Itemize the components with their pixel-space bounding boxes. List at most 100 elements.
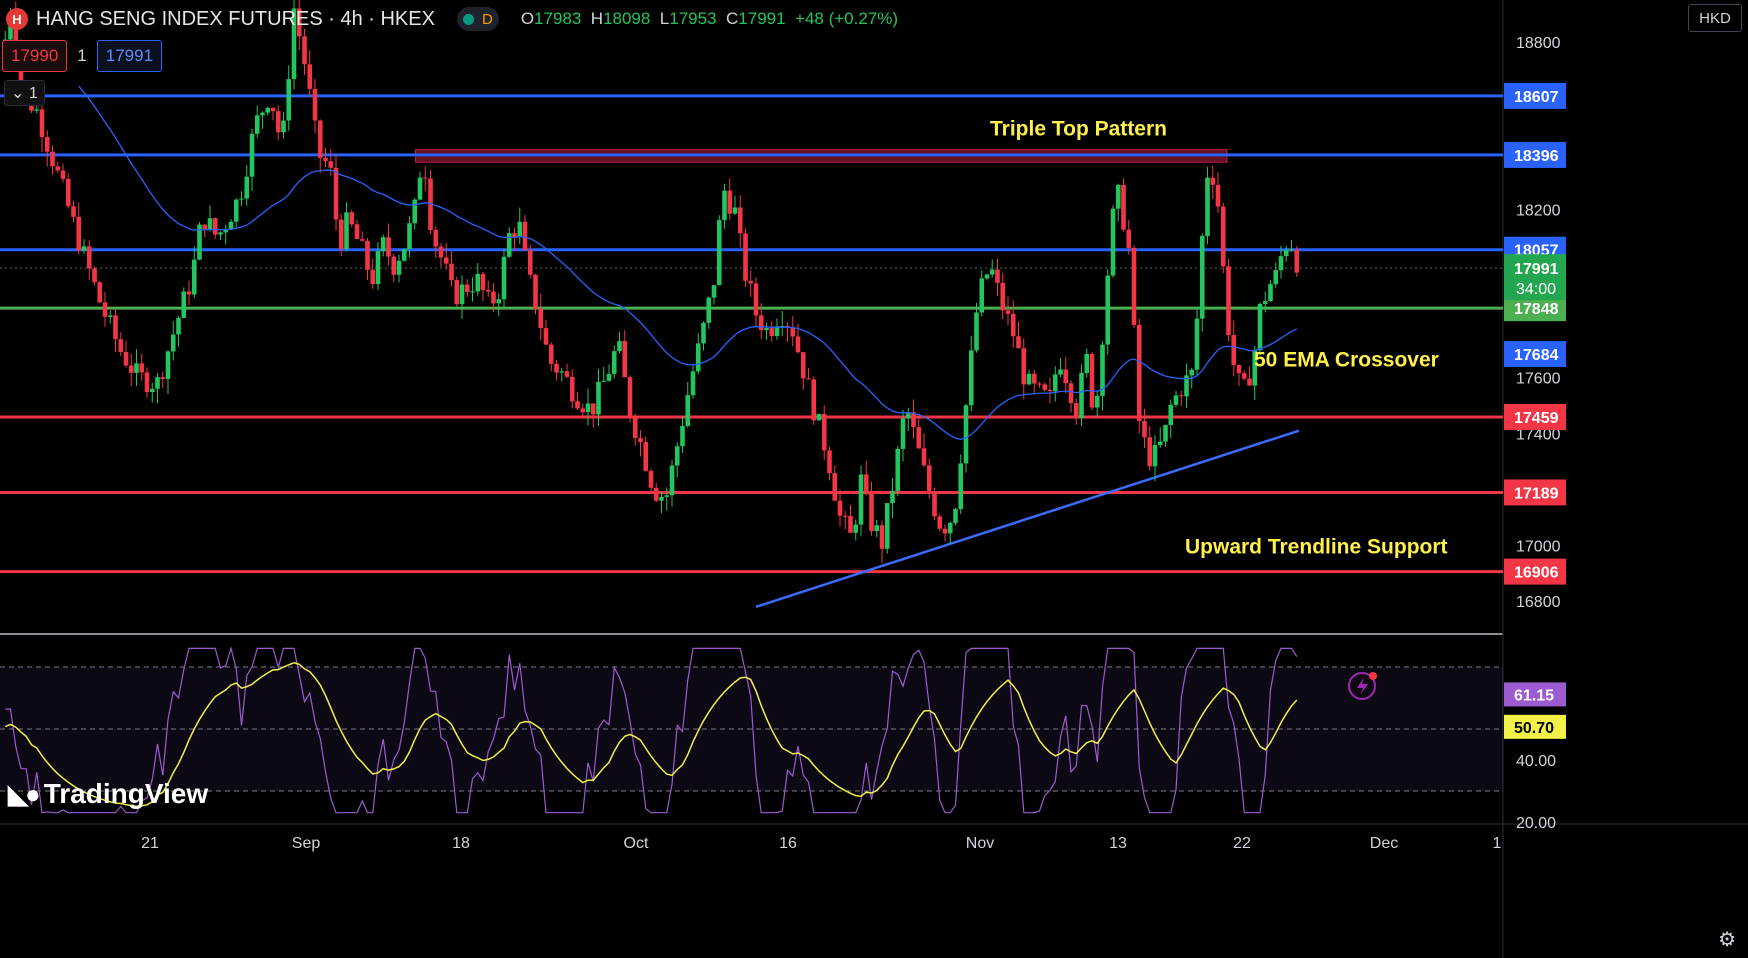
candle-body bbox=[1184, 375, 1189, 397]
time-label-16: 16 bbox=[779, 835, 797, 852]
candle-body bbox=[139, 363, 145, 373]
candle-body bbox=[758, 315, 764, 331]
candle-body bbox=[559, 371, 565, 373]
candle-body bbox=[391, 256, 397, 275]
candle-body bbox=[417, 177, 423, 200]
candle-body bbox=[328, 161, 334, 168]
candle-body bbox=[1205, 177, 1210, 237]
candle-body bbox=[926, 465, 932, 493]
price-tag-16906: 16906 bbox=[1514, 565, 1559, 582]
candle-body bbox=[554, 363, 559, 373]
candle-body bbox=[34, 109, 40, 111]
candle-body bbox=[370, 269, 376, 285]
candle-body bbox=[281, 120, 286, 133]
candle-body bbox=[270, 107, 276, 112]
rsi-value-tag: 61.15 bbox=[1514, 687, 1554, 704]
last-price-tag: 17991 bbox=[1514, 261, 1559, 278]
price-tag-18607: 18607 bbox=[1514, 89, 1559, 106]
time-label-Oct: Oct bbox=[624, 835, 649, 852]
candle-body bbox=[449, 263, 454, 281]
candle-body bbox=[1010, 313, 1016, 337]
candle-body bbox=[622, 341, 628, 378]
time-label-21: 21 bbox=[141, 835, 159, 852]
settings-gear-icon[interactable]: ⚙ bbox=[1718, 929, 1736, 951]
candlesticks bbox=[2, 0, 1300, 564]
candle-body bbox=[1163, 424, 1168, 442]
sell-button[interactable]: 17990 bbox=[2, 40, 68, 72]
candle-body bbox=[176, 317, 181, 335]
candle-body bbox=[800, 352, 806, 379]
candle-body bbox=[254, 115, 260, 134]
annotation-2: Upward Trendline Support bbox=[1185, 536, 1448, 559]
candle-body bbox=[517, 221, 523, 237]
candle-body bbox=[338, 219, 344, 249]
candle-body bbox=[895, 448, 901, 491]
candle-body bbox=[538, 308, 544, 329]
buy-button[interactable]: 17991 bbox=[96, 40, 163, 72]
symbol-logo-icon[interactable]: H bbox=[6, 8, 28, 30]
price-tag-17459: 17459 bbox=[1514, 410, 1559, 427]
time-label-13: 13 bbox=[1109, 835, 1127, 852]
last-price-tag-bg bbox=[1504, 254, 1566, 301]
candle-body bbox=[596, 381, 601, 415]
candle-body bbox=[244, 176, 250, 199]
price-change: +48 (+0.27%) bbox=[795, 9, 899, 28]
candle-body bbox=[1194, 318, 1200, 370]
candle-body bbox=[1231, 334, 1237, 365]
price-tag-17189: 17189 bbox=[1514, 485, 1559, 502]
rsi-ma-value-tag: 50.70 bbox=[1514, 720, 1554, 737]
candle-body bbox=[501, 256, 507, 300]
candle-body bbox=[1031, 373, 1037, 384]
candle-body bbox=[706, 297, 712, 323]
price-tick-16800: 16800 bbox=[1516, 594, 1561, 611]
candle-body bbox=[1189, 369, 1195, 376]
candle-body bbox=[50, 151, 55, 167]
price-tick-18800: 18800 bbox=[1516, 35, 1561, 52]
candle-body bbox=[512, 233, 517, 237]
time-axis: 21 Sep 18 Oct 16 Nov 13 22 Dec 1 bbox=[141, 835, 1501, 852]
candle-body bbox=[1136, 324, 1142, 421]
candle-body bbox=[863, 474, 869, 493]
candle-body bbox=[821, 413, 827, 451]
candle-body bbox=[989, 269, 995, 275]
quantity-selector[interactable]: ⌄ 1 bbox=[4, 80, 45, 106]
candle-body bbox=[580, 408, 586, 413]
candle-body bbox=[648, 470, 654, 488]
candle-body bbox=[412, 199, 418, 224]
candle-body bbox=[1121, 184, 1126, 230]
candle-body bbox=[1131, 247, 1137, 325]
price-tick-17000: 17000 bbox=[1516, 538, 1561, 555]
candle-body bbox=[921, 448, 927, 466]
candle-body bbox=[92, 268, 97, 283]
candle-body bbox=[569, 376, 575, 402]
candle-body bbox=[669, 465, 675, 496]
candle-body bbox=[71, 206, 76, 217]
candle-body bbox=[853, 524, 859, 533]
candle-body bbox=[380, 237, 386, 252]
candle-body bbox=[81, 246, 87, 251]
candle-body bbox=[753, 283, 759, 316]
time-label-Nov: Nov bbox=[966, 835, 994, 852]
symbol-title[interactable]: HANG SENG INDEX FUTURES · 4h · HKEX bbox=[36, 7, 435, 30]
alert-icon[interactable] bbox=[1348, 672, 1377, 700]
candle-body bbox=[827, 450, 832, 474]
candle-body bbox=[953, 509, 958, 523]
candle-body bbox=[39, 109, 45, 138]
candle-body bbox=[1210, 177, 1216, 185]
price-tag-17848: 17848 bbox=[1514, 301, 1559, 318]
candle-body bbox=[564, 371, 570, 377]
candle-body bbox=[1021, 348, 1027, 385]
candle-body bbox=[942, 528, 948, 534]
candle-body bbox=[365, 240, 370, 270]
candle-body bbox=[958, 463, 964, 510]
market-status[interactable]: D bbox=[456, 7, 499, 31]
candle-body bbox=[659, 496, 664, 501]
time-label-Sep: Sep bbox=[292, 835, 321, 852]
candle-body bbox=[464, 284, 470, 293]
candle-body bbox=[1215, 184, 1221, 207]
candle-body bbox=[968, 350, 974, 406]
candle-body bbox=[260, 112, 265, 116]
currency-selector[interactable]: HKD bbox=[1688, 4, 1742, 32]
candle-body bbox=[543, 328, 549, 345]
